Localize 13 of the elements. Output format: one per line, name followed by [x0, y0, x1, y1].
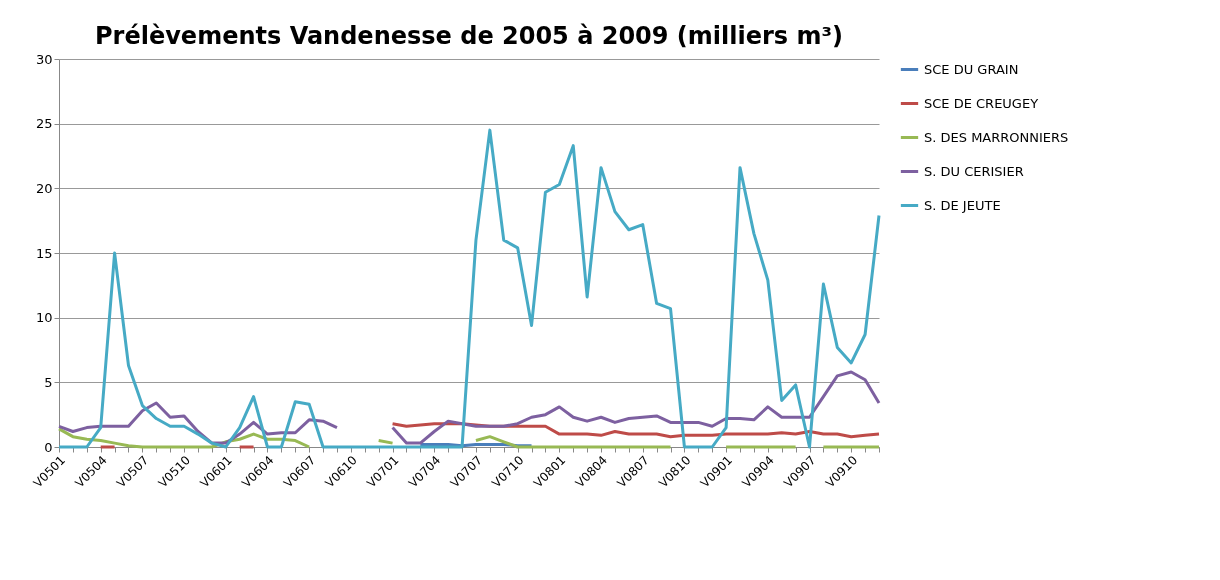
y-tick-label: 30	[35, 51, 53, 67]
legend-label: S. DES MARRONNIERS	[924, 129, 1069, 145]
y-tick-label: 25	[35, 116, 53, 132]
y-tick-label: 20	[35, 180, 53, 196]
y-tick-label: 0	[44, 439, 53, 455]
legend-label: S. DU CERISIER	[924, 163, 1024, 179]
legend-label: SCE DE CREUGEY	[924, 95, 1039, 111]
y-tick-label: 5	[44, 374, 53, 390]
y-tick-label: 10	[35, 310, 53, 326]
y-tick-label: 15	[35, 245, 53, 261]
chart-title: Prélèvements Vandenesse de 2005 à 2009 (milliers m³)	[95, 22, 843, 50]
legend-label: S. DE JEUTE	[924, 197, 1001, 213]
legend-label: SCE DU GRAIN	[924, 61, 1019, 77]
